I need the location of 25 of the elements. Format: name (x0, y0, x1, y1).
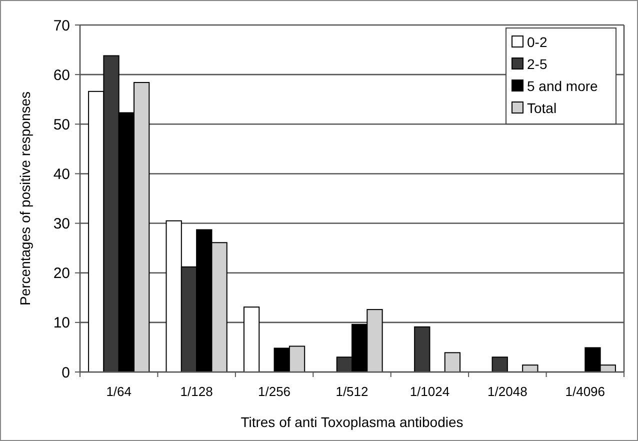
x-tick-label: 1/512 (336, 384, 368, 399)
bar (414, 326, 430, 372)
legend-label: 5 and more (527, 78, 598, 94)
bar (243, 306, 260, 372)
y-tick-label: 0 (62, 364, 70, 382)
y-tick-label: 10 (53, 314, 70, 332)
x-axis-title: Titres of anti Toxoplasma antibodies (240, 414, 464, 430)
x-tick-label: 1/1024 (410, 384, 450, 399)
y-tick-label: 30 (53, 216, 70, 233)
y-tick-label: 50 (53, 116, 70, 134)
x-tick-label: 1/2048 (488, 384, 528, 399)
y-tick-label: 20 (53, 265, 70, 282)
y-axis-title: Percentages of positive responses (17, 91, 33, 306)
x-tick-label: 1/256 (258, 384, 291, 399)
x-tick-label: 1/4096 (565, 384, 606, 399)
y-tick-label: 60 (53, 66, 70, 84)
legend-label: 0-2 (527, 34, 548, 50)
y-tick-label: 70 (53, 17, 70, 34)
bar (444, 352, 461, 372)
x-tick-label: 1/64 (106, 384, 132, 399)
legend-label: Total (527, 100, 557, 116)
y-tick-label: 40 (53, 166, 70, 183)
legend-label: 2-5 (527, 56, 548, 72)
bar (492, 356, 508, 372)
x-tick-label: 1/128 (180, 384, 213, 399)
